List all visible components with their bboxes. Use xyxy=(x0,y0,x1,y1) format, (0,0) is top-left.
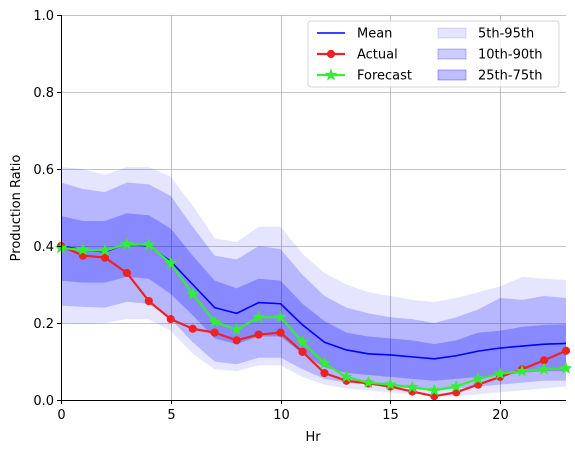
point-actual-5 xyxy=(166,315,175,324)
point-actual-10 xyxy=(276,328,285,337)
point-forecast-2 xyxy=(98,243,112,257)
y-axis-title: Production Ratio xyxy=(9,155,24,262)
band-25th-75th xyxy=(61,213,566,381)
y-tick-label: 0.0 xyxy=(33,394,54,409)
point-actual-23 xyxy=(561,346,571,355)
point-forecast-9 xyxy=(252,310,266,323)
legend-patch-5th-95th xyxy=(437,27,467,39)
point-forecast-10 xyxy=(274,310,288,323)
point-forecast-22 xyxy=(537,362,551,375)
y-tick-label: 0.4 xyxy=(33,240,54,255)
point-actual-11 xyxy=(298,347,307,356)
x-tick-label: 20 xyxy=(492,408,509,423)
point-actual-6 xyxy=(188,324,197,333)
legend-patch-25th-75th xyxy=(437,69,467,81)
x-axis-title: Hr xyxy=(305,430,321,445)
x-tick-label: 15 xyxy=(382,408,399,423)
point-actual-9 xyxy=(254,330,263,339)
ticks: 0 5 10 15 20 0.0 0.2 0.4 0.6 0.8 1.0 xyxy=(33,9,508,423)
point-actual-8 xyxy=(232,336,241,345)
point-forecast-12 xyxy=(318,356,331,369)
point-forecast-17 xyxy=(427,383,441,396)
point-forecast-19 xyxy=(471,372,485,385)
legend-marker-actual xyxy=(326,49,336,59)
point-forecast-13 xyxy=(339,370,353,383)
point-forecast-1 xyxy=(76,243,90,256)
x-tick-label: 5 xyxy=(167,408,175,423)
point-forecast-20 xyxy=(493,367,507,380)
y-tick-label: 0.2 xyxy=(33,317,54,332)
legend-label-5th-95th: 5th-95th xyxy=(478,27,534,42)
y-tick-label: 0.8 xyxy=(33,86,54,101)
point-actual-3 xyxy=(122,268,131,278)
point-actual-4 xyxy=(144,296,153,306)
y-tick-label: 1.0 xyxy=(33,9,54,24)
axes-spines xyxy=(61,15,566,401)
point-actual-7 xyxy=(210,328,219,337)
point-forecast-3 xyxy=(120,237,134,250)
legend-box xyxy=(307,20,560,88)
legend-marker-forecast xyxy=(324,68,338,81)
point-actual-12 xyxy=(320,368,329,378)
point-forecast-14 xyxy=(361,375,375,389)
point-forecast-4 xyxy=(142,238,156,251)
point-forecast-7 xyxy=(208,315,222,328)
point-forecast-21 xyxy=(515,364,529,377)
legend-label-forecast: Forecast xyxy=(357,69,412,84)
point-forecast-15 xyxy=(383,377,397,391)
point-forecast-11 xyxy=(296,335,309,348)
band-10th-90th xyxy=(61,182,566,391)
series-lines xyxy=(54,237,573,401)
legend-label-10th-90th: 10th-90th xyxy=(478,48,542,63)
legend: Mean Actual Forecast 5th-95th 10th-90th 25th-… xyxy=(307,20,560,88)
point-forecast-8 xyxy=(230,322,244,336)
point-forecast-6 xyxy=(186,287,200,300)
legend-label-25th-75th: 25th-75th xyxy=(478,69,542,84)
percentile-bands xyxy=(61,167,566,397)
band-5th-95th xyxy=(61,167,566,397)
legend-patch-10th-90th xyxy=(437,48,467,60)
x-tick-label: 10 xyxy=(273,408,290,423)
point-forecast-23 xyxy=(559,361,573,374)
point-forecast-5 xyxy=(164,256,178,269)
legend-label-actual: Actual xyxy=(357,48,398,63)
y-tick-label: 0.6 xyxy=(33,163,54,178)
x-tick-label: 0 xyxy=(57,408,65,423)
point-forecast-18 xyxy=(449,379,463,393)
legend-label-mean: Mean xyxy=(357,27,392,42)
point-actual-2 xyxy=(100,253,110,262)
point-forecast-16 xyxy=(405,380,419,393)
